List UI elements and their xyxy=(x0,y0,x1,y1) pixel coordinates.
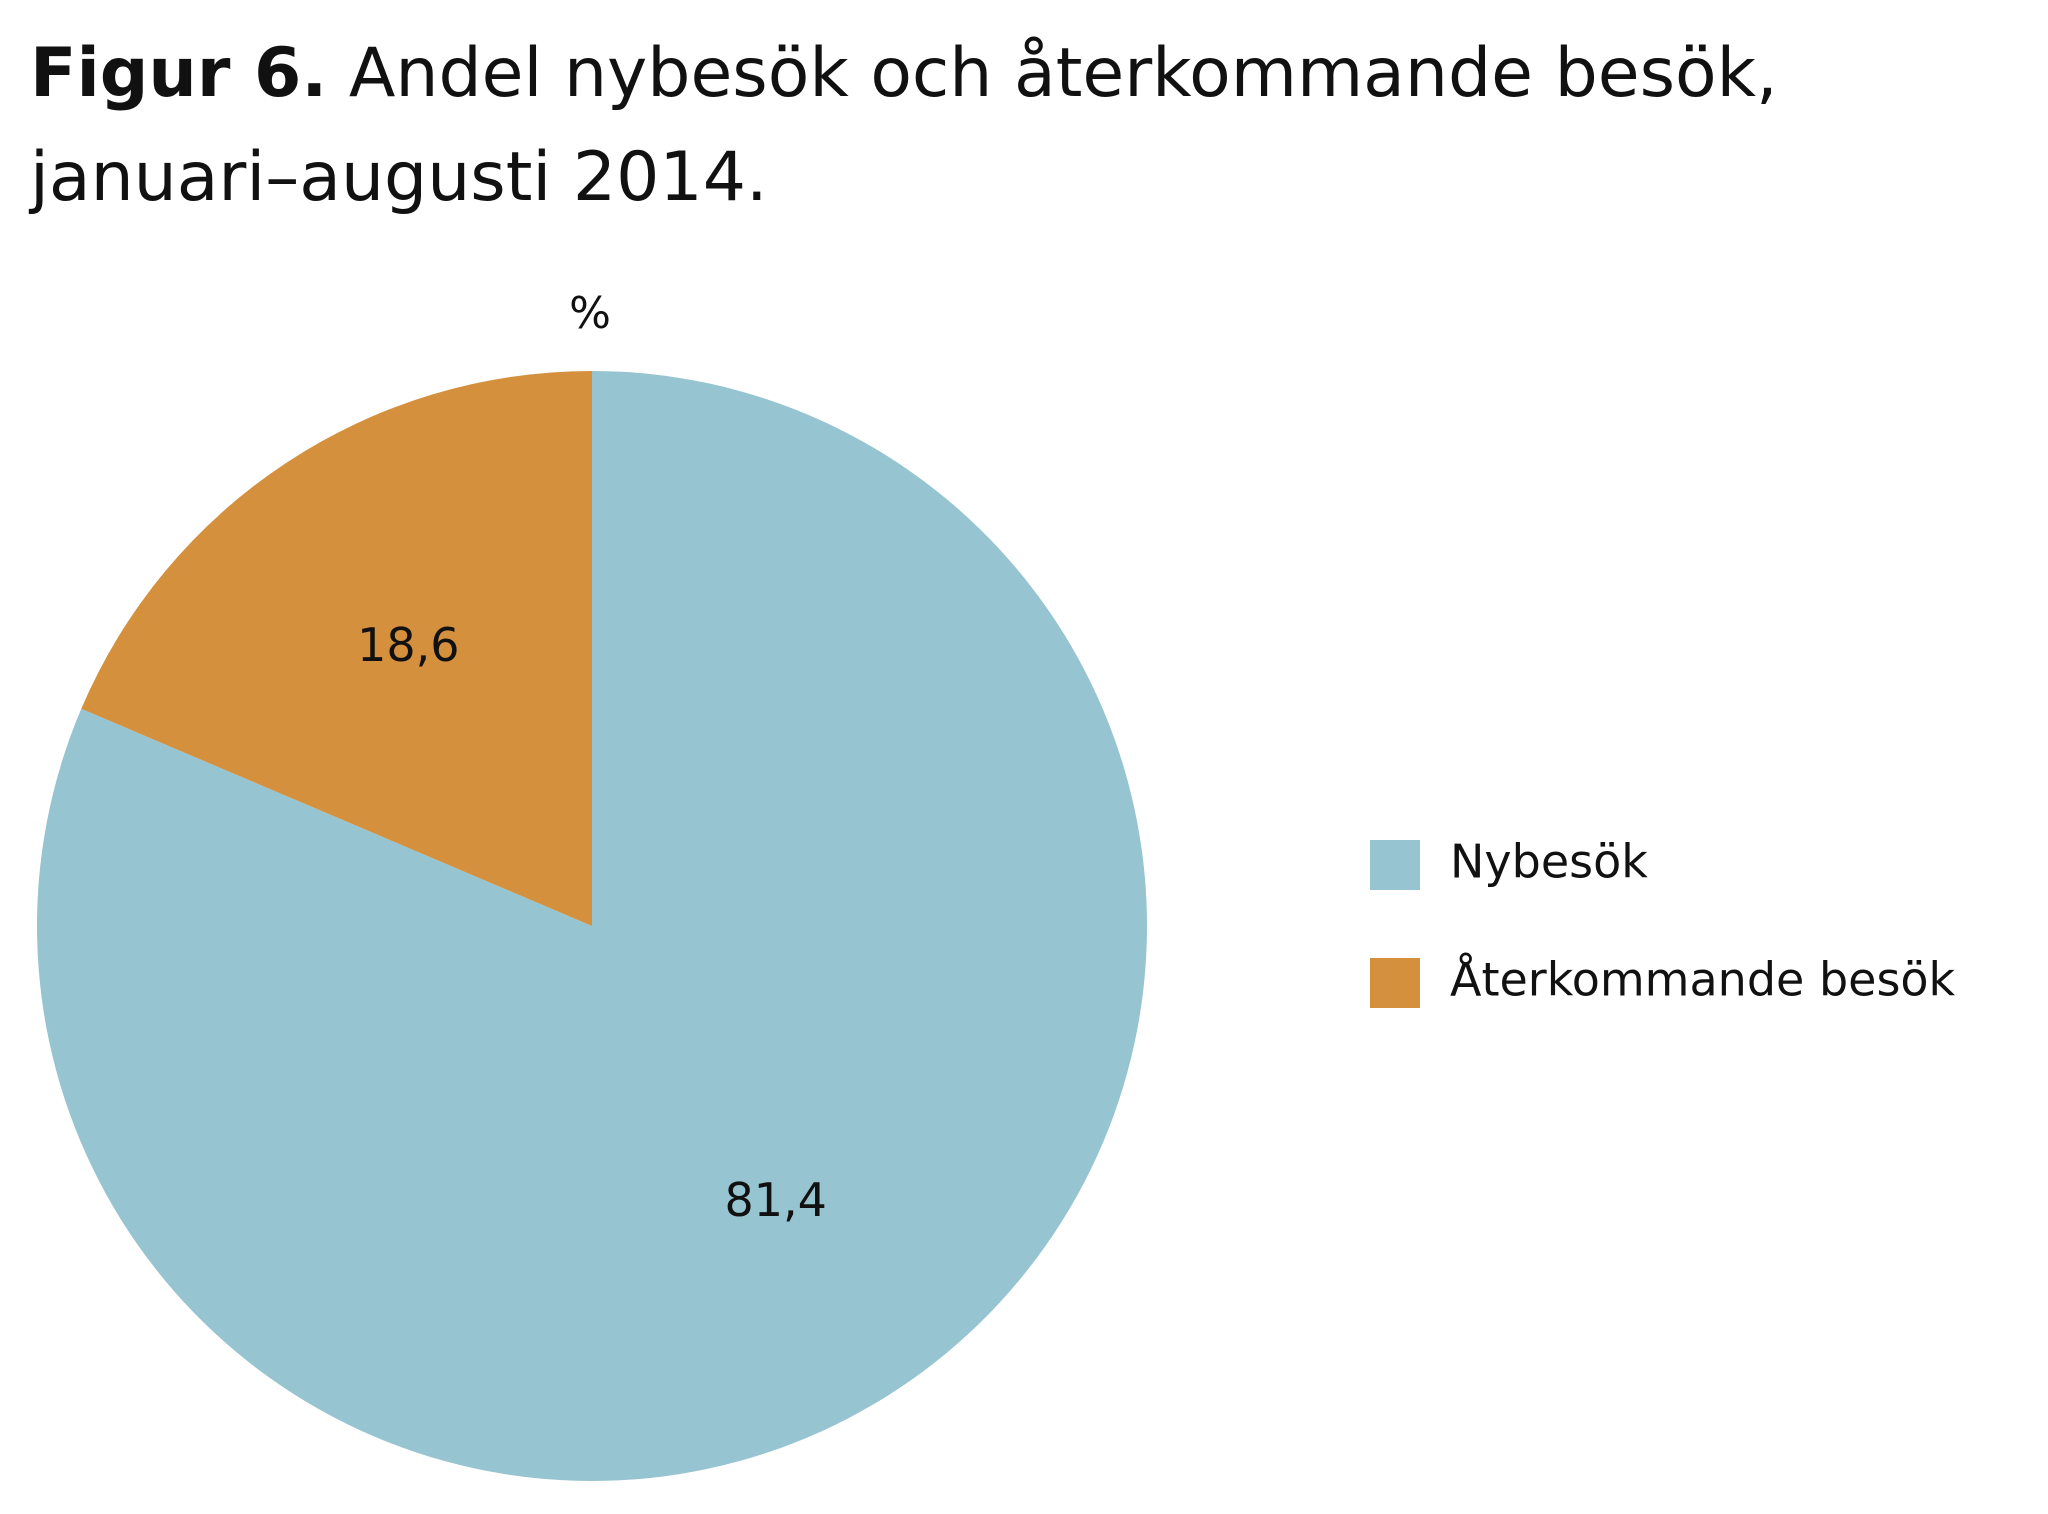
figure-number: Figur 6. xyxy=(30,34,328,113)
unit-label: % xyxy=(569,288,611,339)
pie-slices xyxy=(37,371,1148,1481)
chart-title-text: Andel nybesök och återkommande besök, ja… xyxy=(30,34,1778,217)
slice-value-label-1: 18,6 xyxy=(357,618,459,672)
legend-label-1: Återkommande besök xyxy=(1450,953,1956,1007)
pie-slice-labels: 81,4 18,6 xyxy=(357,618,827,1227)
slice-value-label-0: 81,4 xyxy=(724,1173,826,1227)
legend-label-0: Nybesök xyxy=(1450,835,1648,889)
legend-swatch-0 xyxy=(1370,840,1420,890)
chart-title: Figur 6. Andel nybesök och återkommande … xyxy=(30,22,2020,230)
legend-swatch-1 xyxy=(1370,958,1420,1008)
pie-slice-1 xyxy=(81,371,592,926)
pie-slice-0 xyxy=(37,371,1148,1481)
legend: Nybesök Återkommande besök xyxy=(1370,835,1956,1008)
